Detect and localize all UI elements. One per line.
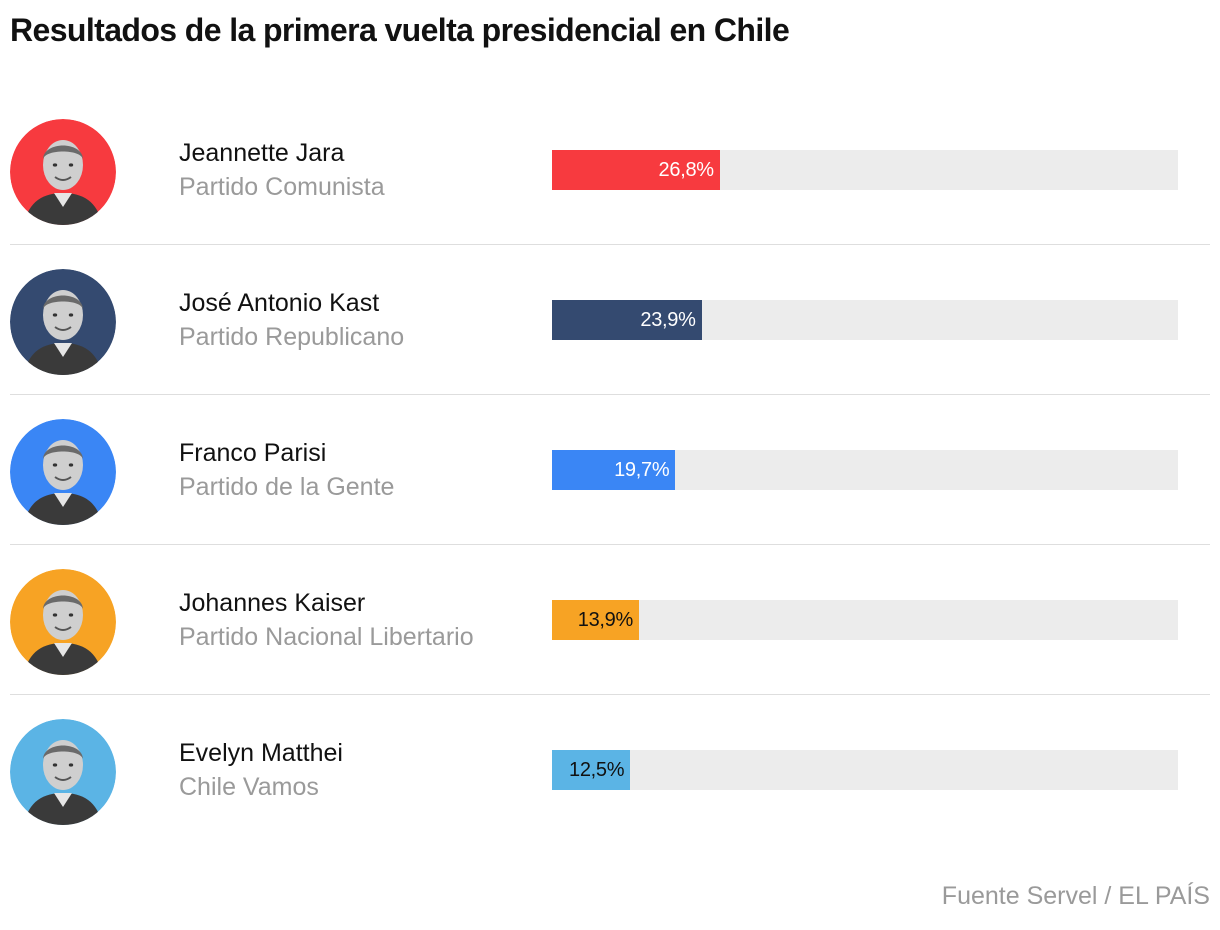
candidate-party: Chile Vamos	[179, 773, 319, 801]
vote-share-label: 26,8%	[658, 159, 715, 181]
bar-track: 13,9%	[552, 600, 1178, 640]
vote-share-label: 19,7%	[614, 459, 670, 481]
bar-track: 19,7%	[552, 450, 1178, 490]
bar-track: 26,8%	[552, 150, 1178, 190]
candidate-label: Evelyn Matthei Chile Vamos	[179, 695, 509, 845]
vote-share-bar: 12,5%	[552, 750, 631, 790]
vote-share-bar: 13,9%	[552, 600, 639, 640]
vote-share-bar: 26,8%	[552, 150, 720, 190]
vote-share-label: 13,9%	[577, 609, 634, 631]
bar-track: 23,9%	[552, 300, 1178, 340]
vote-share-bar: 19,7%	[552, 450, 676, 490]
candidate-party: Partido Comunista	[179, 173, 385, 201]
vote-share-label: 12,5%	[569, 759, 625, 781]
candidate-portrait-icon	[10, 119, 116, 225]
candidate-row: Evelyn Matthei Chile Vamos 12,5%	[10, 695, 1210, 845]
bar-track: 12,5%	[552, 750, 1178, 790]
candidate-portrait-icon	[10, 719, 116, 825]
candidate-name: José Antonio Kast	[179, 289, 380, 317]
candidate-label: Jeannette Jara Partido Comunista	[179, 95, 509, 245]
results-chart: Jeannette Jara Partido Comunista 26,8% José…	[10, 95, 1210, 845]
candidate-name: Johannes Kaiser	[179, 589, 366, 617]
candidate-party: Partido de la Gente	[179, 473, 395, 501]
candidate-row: José Antonio Kast Partido Republicano 23,9…	[10, 245, 1210, 395]
chart-title: Resultados de la primera vuelta presiden…	[10, 12, 790, 48]
candidate-label: José Antonio Kast Partido Republicano	[179, 245, 509, 395]
candidate-label: Franco Parisi Partido de la Gente	[179, 395, 509, 545]
candidate-row: Johannes Kaiser Partido Nacional Libertar…	[10, 545, 1210, 695]
candidate-row: Franco Parisi Partido de la Gente 19,7%	[10, 395, 1210, 545]
candidate-portrait-icon	[10, 569, 116, 675]
vote-share-bar: 23,9%	[552, 300, 702, 340]
candidate-portrait-icon	[10, 419, 116, 525]
candidate-row: Jeannette Jara Partido Comunista 26,8%	[10, 95, 1210, 245]
candidate-name: Franco Parisi	[179, 439, 327, 467]
candidate-name: Evelyn Matthei	[179, 739, 343, 767]
source-note: Fuente Servel / EL PAÍS	[941, 882, 1210, 910]
candidate-name: Jeannette Jara	[179, 139, 345, 167]
candidate-party: Partido Republicano	[179, 323, 405, 351]
vote-share-label: 23,9%	[640, 309, 696, 331]
candidate-portrait-icon	[10, 269, 116, 375]
candidate-label: Johannes Kaiser Partido Nacional Libertar…	[179, 545, 509, 695]
candidate-party: Partido Nacional Libertario	[179, 623, 474, 651]
